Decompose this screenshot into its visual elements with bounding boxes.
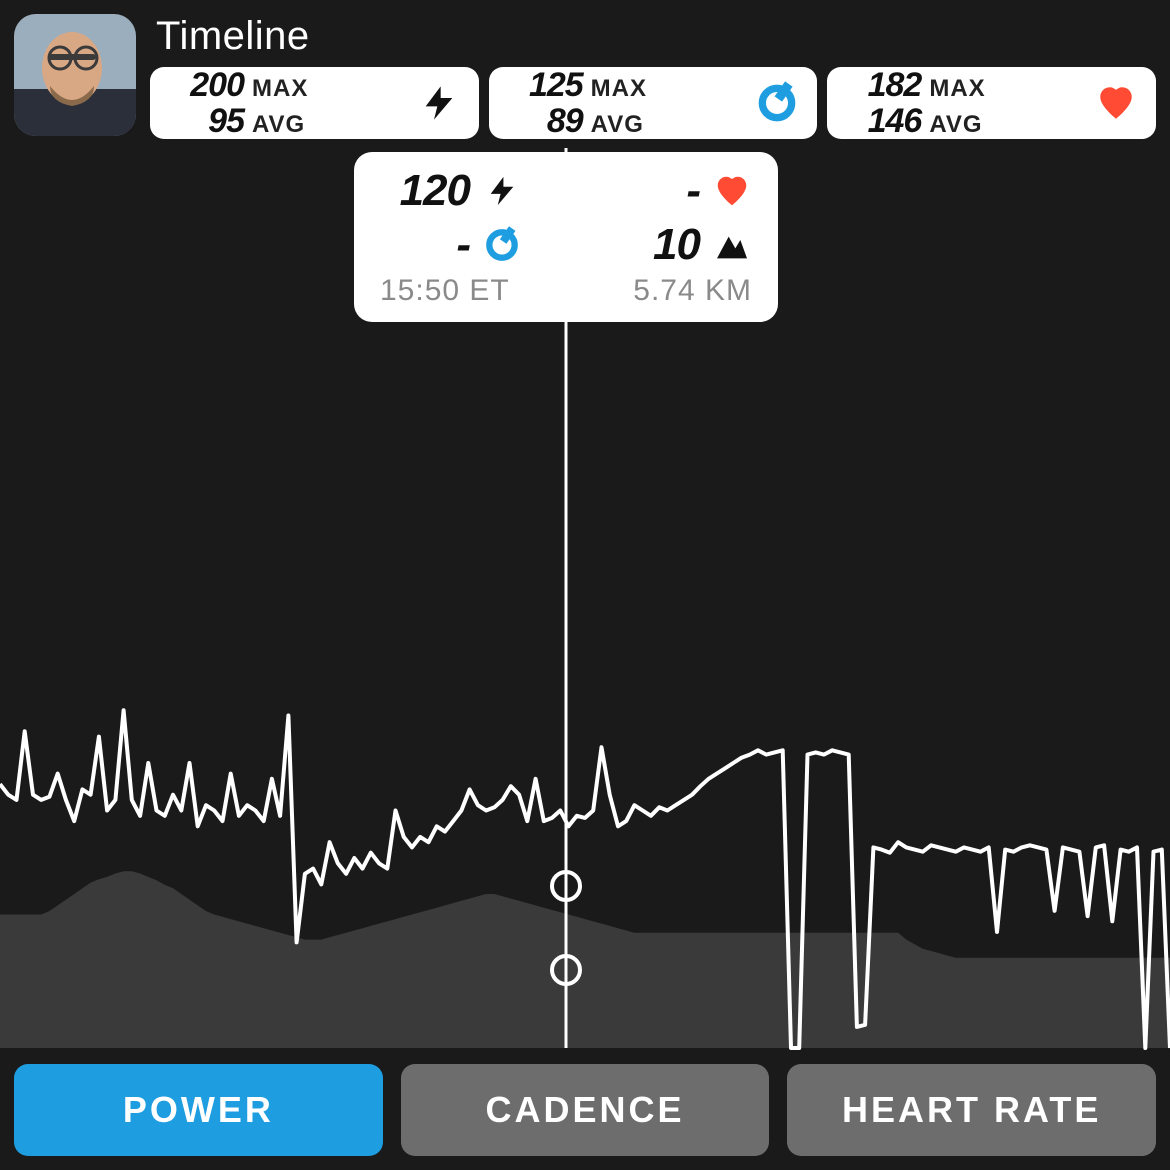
tooltip-cadence-value: -: [380, 220, 470, 270]
tab-cadence-label: CADENCE: [486, 1089, 685, 1131]
hr-max-value: 182: [849, 68, 921, 102]
cadence-avg-value: 89: [511, 104, 583, 138]
timeline-chart[interactable]: [0, 668, 1170, 1048]
tab-heartrate-label: HEART RATE: [842, 1089, 1101, 1131]
cadence-icon: [482, 225, 522, 265]
power-avg-label: AVG: [252, 113, 305, 137]
power-max-value: 200: [172, 68, 244, 102]
bolt-icon: [482, 171, 522, 211]
tooltip-distance: 5.74 KM: [633, 274, 752, 308]
mountain-icon: [712, 225, 752, 265]
stat-pill-cadence[interactable]: 125 MAX 89 AVG: [489, 67, 818, 139]
cadence-icon: [755, 81, 799, 125]
cadence-avg-label: AVG: [591, 113, 644, 137]
stat-pills: 200 MAX 95 AVG 125 MAX 89 AVG 182 MAX: [150, 67, 1156, 139]
cadence-max-value: 125: [511, 68, 583, 102]
metric-tabs: POWER CADENCE HEART RATE: [14, 1064, 1156, 1156]
stat-pill-power[interactable]: 200 MAX 95 AVG: [150, 67, 479, 139]
tab-power[interactable]: POWER: [14, 1064, 383, 1156]
bolt-icon: [417, 81, 461, 125]
tooltip-time: 15:50 ET: [380, 274, 510, 308]
hr-max-label: MAX: [929, 77, 985, 101]
cadence-max-label: MAX: [591, 77, 647, 101]
stat-pill-heartrate[interactable]: 182 MAX 146 AVG: [827, 67, 1156, 139]
heart-icon: [712, 171, 752, 211]
hr-avg-value: 146: [849, 104, 921, 138]
tab-power-label: POWER: [123, 1089, 274, 1131]
tooltip-power-value: 120: [380, 166, 470, 216]
heart-icon: [1094, 81, 1138, 125]
tooltip-elev-value: 10: [610, 220, 700, 270]
tab-heartrate[interactable]: HEART RATE: [787, 1064, 1156, 1156]
tooltip-hr-value: -: [610, 166, 700, 216]
power-avg-value: 95: [172, 104, 244, 138]
hr-avg-label: AVG: [929, 113, 982, 137]
tab-cadence[interactable]: CADENCE: [401, 1064, 770, 1156]
page-title: Timeline: [156, 14, 1156, 59]
avatar[interactable]: [14, 14, 136, 136]
power-max-label: MAX: [252, 77, 308, 101]
